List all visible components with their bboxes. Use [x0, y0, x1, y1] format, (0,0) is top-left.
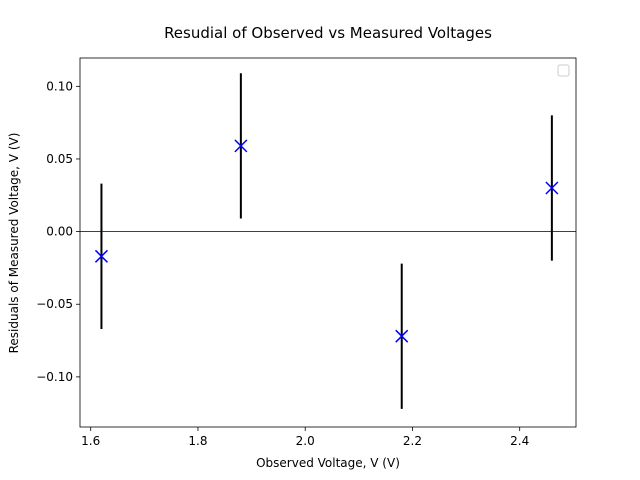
y-axis-ticks: 0.10 0.05 0.00 −0.05 −0.10 [36, 79, 80, 384]
data-point-marker [395, 329, 409, 343]
legend-box [557, 64, 570, 77]
x-axis-label: Observed Voltage, V (V) [256, 456, 400, 470]
data-markers [94, 139, 559, 343]
chart-title: Resudial of Observed vs Measured Voltage… [164, 24, 492, 42]
axes-frame [79, 57, 577, 428]
x-tick-label: 2.2 [403, 434, 422, 448]
y-axis-label: Residuals of Measured Voltage, V (V) [7, 133, 21, 354]
x-tick-label: 1.8 [188, 434, 207, 448]
y-tick-label: 0.00 [46, 225, 73, 239]
x-tick-label: 2.0 [296, 434, 315, 448]
data-point-marker [234, 139, 248, 153]
x-tick-label: 1.6 [81, 434, 100, 448]
data-point-marker [545, 181, 559, 195]
y-tick-label: 0.05 [46, 152, 73, 166]
y-tick-label: 0.10 [46, 79, 73, 93]
x-tick-label: 2.4 [510, 434, 529, 448]
y-tick-label: −0.10 [36, 370, 73, 384]
y-tick-label: −0.05 [36, 297, 73, 311]
plot-area: 1.6 1.8 2.0 2.2 2.4 0.10 0.05 0.00 −0.05 −0.10 [36, 57, 577, 448]
x-axis-ticks: 1.6 1.8 2.0 2.2 2.4 [81, 427, 529, 448]
data-point-marker [94, 249, 108, 263]
